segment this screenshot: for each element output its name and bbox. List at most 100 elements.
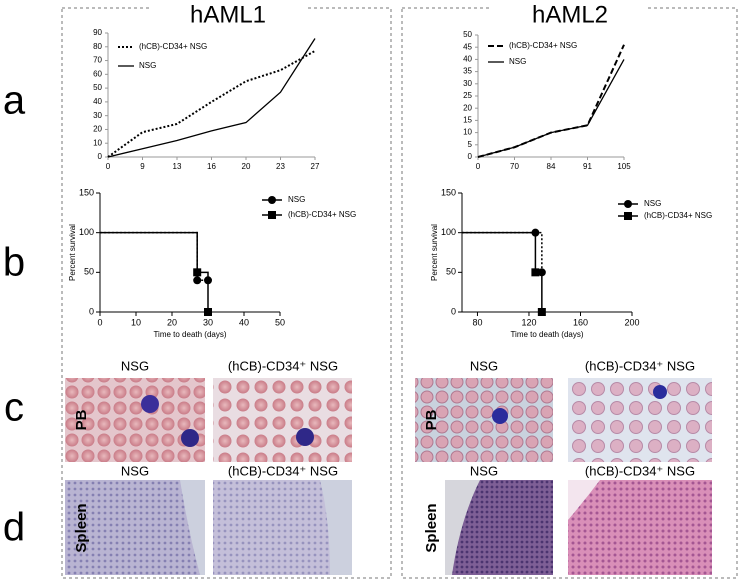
y-tick-label: 100 xyxy=(79,227,94,237)
row-label: d xyxy=(3,506,25,550)
legend-marker xyxy=(268,211,276,219)
x-tick-label: 120 xyxy=(521,317,536,327)
survival-step xyxy=(535,231,543,273)
x-tick-label: 0 xyxy=(476,162,481,171)
survival-step xyxy=(462,231,537,273)
x-tick-label: 27 xyxy=(311,162,320,171)
y-tick-label: 50 xyxy=(446,267,456,277)
x-tick-label: 40 xyxy=(239,317,249,327)
y-tick-label: 0 xyxy=(451,306,456,316)
panel-title: hAML2 xyxy=(532,1,608,28)
y-tick-label: 20 xyxy=(93,125,102,134)
image-label: (hCB)-CD34⁺ NSG xyxy=(585,463,695,478)
y-axis-title: Percent survival xyxy=(430,224,439,281)
micrograph xyxy=(568,378,712,462)
legend-label: NSG xyxy=(288,195,305,204)
x-tick-label: 70 xyxy=(510,162,519,171)
series-line xyxy=(477,59,625,158)
x-tick-label: 20 xyxy=(242,162,251,171)
y-tick-label: 150 xyxy=(79,187,94,197)
legend-marker xyxy=(624,212,632,220)
micrograph-edge xyxy=(180,480,205,575)
title-backdrop xyxy=(492,2,648,26)
row-label: b xyxy=(3,241,25,285)
panel-title: hAML1 xyxy=(190,1,266,28)
micrograph xyxy=(415,378,553,462)
image-label: (hCB)-CD34⁺ NSG xyxy=(228,463,338,478)
series-line xyxy=(107,38,316,158)
y-tick-label: 25 xyxy=(463,91,472,100)
y-tick-label: 50 xyxy=(84,267,94,277)
x-tick-label: 84 xyxy=(547,162,556,171)
image-label: (hCB)-CD34⁺ NSG xyxy=(585,358,695,373)
y-tick-label: 40 xyxy=(463,55,472,64)
micrograph xyxy=(65,480,205,575)
micrograph xyxy=(65,378,205,462)
row-label: a xyxy=(3,79,26,123)
y-tick-label: 45 xyxy=(463,42,472,51)
row-label: c xyxy=(4,386,24,430)
y-tick-label: 40 xyxy=(93,97,102,106)
y-tick-label: 50 xyxy=(463,30,472,39)
y-tick-label: 30 xyxy=(463,79,472,88)
y-tick-label: 70 xyxy=(93,56,102,65)
y-tick-label: 0 xyxy=(468,152,473,161)
x-tick-label: 200 xyxy=(624,317,639,327)
x-tick-label: 20 xyxy=(167,317,177,327)
tissue-label: PB xyxy=(73,409,90,430)
survival-point xyxy=(193,276,202,285)
legend-label: NSG xyxy=(644,199,661,208)
y-tick-label: 0 xyxy=(98,152,103,161)
x-tick-label: 9 xyxy=(140,162,145,171)
y-tick-label: 100 xyxy=(441,227,456,237)
tissue-label: Spleen xyxy=(73,503,90,552)
y-tick-label: 50 xyxy=(93,83,102,92)
tissue-label: Spleen xyxy=(423,503,440,552)
image-label: NSG xyxy=(470,358,498,373)
y-tick-label: 35 xyxy=(463,67,472,76)
y-tick-label: 20 xyxy=(463,103,472,112)
legend-label: NSG xyxy=(509,57,526,66)
y-axis-title: Percent survival xyxy=(68,224,77,281)
survival-point xyxy=(537,308,546,316)
micrograph-edge xyxy=(568,480,600,520)
micrograph xyxy=(213,378,352,462)
survival-step xyxy=(100,231,198,273)
legend-label: NSG xyxy=(139,61,156,70)
y-tick-label: 15 xyxy=(463,116,472,125)
legend-label: (hCB)-CD34+ NSG xyxy=(139,42,207,51)
y-tick-label: 0 xyxy=(89,306,94,316)
x-tick-label: 13 xyxy=(173,162,182,171)
y-tick-label: 10 xyxy=(93,138,102,147)
x-tick-label: 50 xyxy=(275,317,285,327)
x-tick-label: 80 xyxy=(472,317,482,327)
y-tick-label: 60 xyxy=(93,69,102,78)
legend-marker xyxy=(624,200,632,208)
x-axis-title: Time to death (days) xyxy=(510,330,583,339)
y-tick-label: 30 xyxy=(93,111,102,120)
image-label: NSG xyxy=(121,463,149,478)
title-backdrop xyxy=(150,2,306,26)
x-tick-label: 0 xyxy=(106,162,111,171)
y-tick-label: 10 xyxy=(463,128,472,137)
panel-frame xyxy=(401,7,738,579)
image-label: NSG xyxy=(470,463,498,478)
legend-label: (hCB)-CD34+ NSG xyxy=(644,211,712,220)
image-label: (hCB)-CD34⁺ NSG xyxy=(228,358,338,373)
y-tick-label: 80 xyxy=(93,42,102,51)
survival-point xyxy=(204,308,212,316)
micrograph-edge xyxy=(320,480,352,575)
x-tick-label: 160 xyxy=(573,317,588,327)
y-tick-label: 5 xyxy=(468,140,473,149)
x-axis-title: Time to death (days) xyxy=(153,330,226,339)
micrograph xyxy=(568,480,712,575)
x-tick-label: 16 xyxy=(207,162,216,171)
survival-step xyxy=(100,231,198,281)
legend-label: (hCB)-CD34+ NSG xyxy=(288,210,356,219)
x-tick-label: 10 xyxy=(131,317,141,327)
tissue-label: PB xyxy=(423,409,440,430)
legend-marker xyxy=(268,196,276,204)
survival-point xyxy=(531,268,540,277)
x-tick-label: 23 xyxy=(276,162,285,171)
